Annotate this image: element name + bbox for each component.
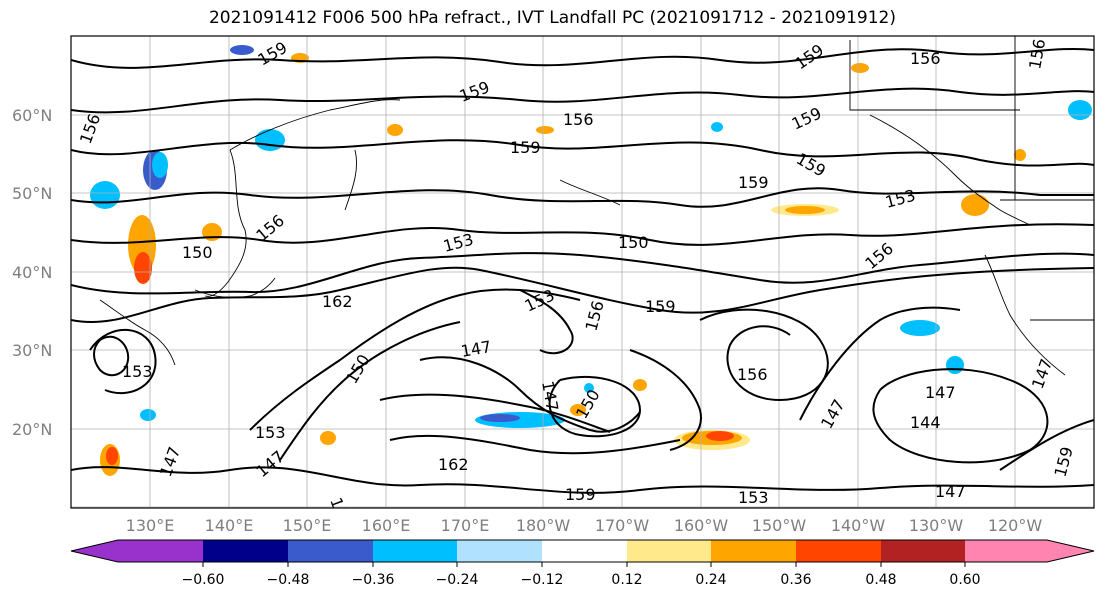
colorbar-tick-label: 0.24 — [695, 572, 726, 588]
colorbar-bin — [796, 540, 881, 562]
contour-label: 162 — [438, 455, 469, 474]
colorbar-tick-label: 0.12 — [611, 572, 642, 588]
colorbar-bin — [542, 540, 627, 562]
colorbar-bin — [627, 540, 711, 562]
colorbar-bin — [457, 540, 542, 562]
lat-label: 60°N — [12, 106, 52, 125]
lat-label: 20°N — [12, 420, 52, 439]
contour-label: 162 — [322, 292, 353, 311]
lon-label: 150°W — [752, 516, 807, 535]
contour-label: 153 — [738, 488, 769, 507]
lon-label: 120°W — [988, 516, 1043, 535]
contour-label: 156 — [563, 110, 594, 129]
colorbar-outline — [70, 539, 1095, 563]
colorbar-tick-label: −0.48 — [267, 572, 310, 588]
colorbar-bin — [965, 540, 1047, 562]
lat-label: 30°N — [12, 341, 52, 360]
colorbar: −0.60 −0.48 −0.36 −0.24 −0.12 0.12 0.24 … — [70, 539, 1095, 588]
colorbar-bin — [881, 540, 965, 562]
colorbar-tick-label: 0.36 — [780, 572, 811, 588]
colorbar-extend-low — [71, 540, 118, 562]
lon-label: 140°E — [205, 516, 254, 535]
colorbar-bin — [288, 540, 373, 562]
contour-label: 153 — [255, 423, 286, 442]
colorbar-tick-label: −0.36 — [352, 572, 395, 588]
contour-label: 156 — [910, 49, 941, 68]
colorbar-bin — [118, 540, 203, 562]
lon-label: 160°W — [674, 516, 729, 535]
lat-label: 50°N — [12, 184, 52, 203]
map-plot-area: 159 156 159 156 159 159 159 159 156 153 … — [71, 36, 1094, 508]
colorbar-bin — [203, 540, 288, 562]
contour-label: 144 — [910, 413, 941, 432]
colorbar-extend-high — [1047, 540, 1094, 562]
colorbar-tick-label: −0.60 — [182, 572, 225, 588]
contour-label: 150 — [182, 243, 213, 262]
refractivity-contours — [71, 47, 1094, 494]
longitude-labels: 130°E 140°E 150°E 160°E 170°E 180°W 170°… — [126, 516, 1043, 535]
lon-label: 170°W — [595, 516, 650, 535]
map-frame — [70, 35, 1095, 509]
colorbar-bin — [373, 540, 457, 562]
colorbar-tick-label: −0.12 — [521, 572, 564, 588]
lon-label: 170°E — [441, 516, 490, 535]
contour-label: 159 — [645, 297, 676, 316]
contour-label: 150 — [618, 233, 649, 252]
colorbar-tick-label: 0.60 — [949, 572, 980, 588]
contour-label: 159 — [510, 138, 541, 157]
latitude-labels: 60°N 50°N 40°N 30°N 20°N — [12, 106, 52, 439]
contour-label: 153 — [122, 362, 153, 381]
contour-label: 156 — [737, 365, 768, 384]
lon-label: 160°E — [362, 516, 411, 535]
contour-label: 159 — [738, 173, 769, 192]
lon-label: 150°E — [283, 516, 332, 535]
lat-label: 40°N — [12, 263, 52, 282]
contour-label: 159 — [565, 485, 596, 504]
colorbar-bin — [711, 540, 796, 562]
contour-label: 147 — [935, 482, 966, 501]
lon-label: 140°W — [831, 516, 886, 535]
map-title: 2021091412 F006 500 hPa refract., IVT La… — [208, 8, 896, 28]
colorbar-tick-label: −0.24 — [436, 572, 479, 588]
lon-label: 130°E — [126, 516, 175, 535]
lon-label: 130°W — [909, 516, 964, 535]
colorbar-tick-label: 0.48 — [865, 572, 896, 588]
contour-label: 147 — [925, 383, 956, 402]
lon-label: 180°W — [516, 516, 571, 535]
